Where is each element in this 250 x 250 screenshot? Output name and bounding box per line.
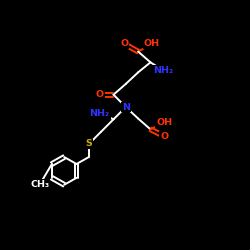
Text: O: O bbox=[96, 90, 104, 99]
Text: CH₃: CH₃ bbox=[30, 180, 49, 189]
Text: NH₂: NH₂ bbox=[90, 109, 110, 118]
Text: NH₂: NH₂ bbox=[153, 66, 173, 74]
Text: OH: OH bbox=[156, 118, 172, 127]
Text: N: N bbox=[122, 102, 130, 112]
Text: O: O bbox=[120, 39, 128, 48]
Text: OH: OH bbox=[144, 39, 160, 48]
Text: O: O bbox=[160, 132, 168, 141]
Text: S: S bbox=[86, 140, 92, 148]
